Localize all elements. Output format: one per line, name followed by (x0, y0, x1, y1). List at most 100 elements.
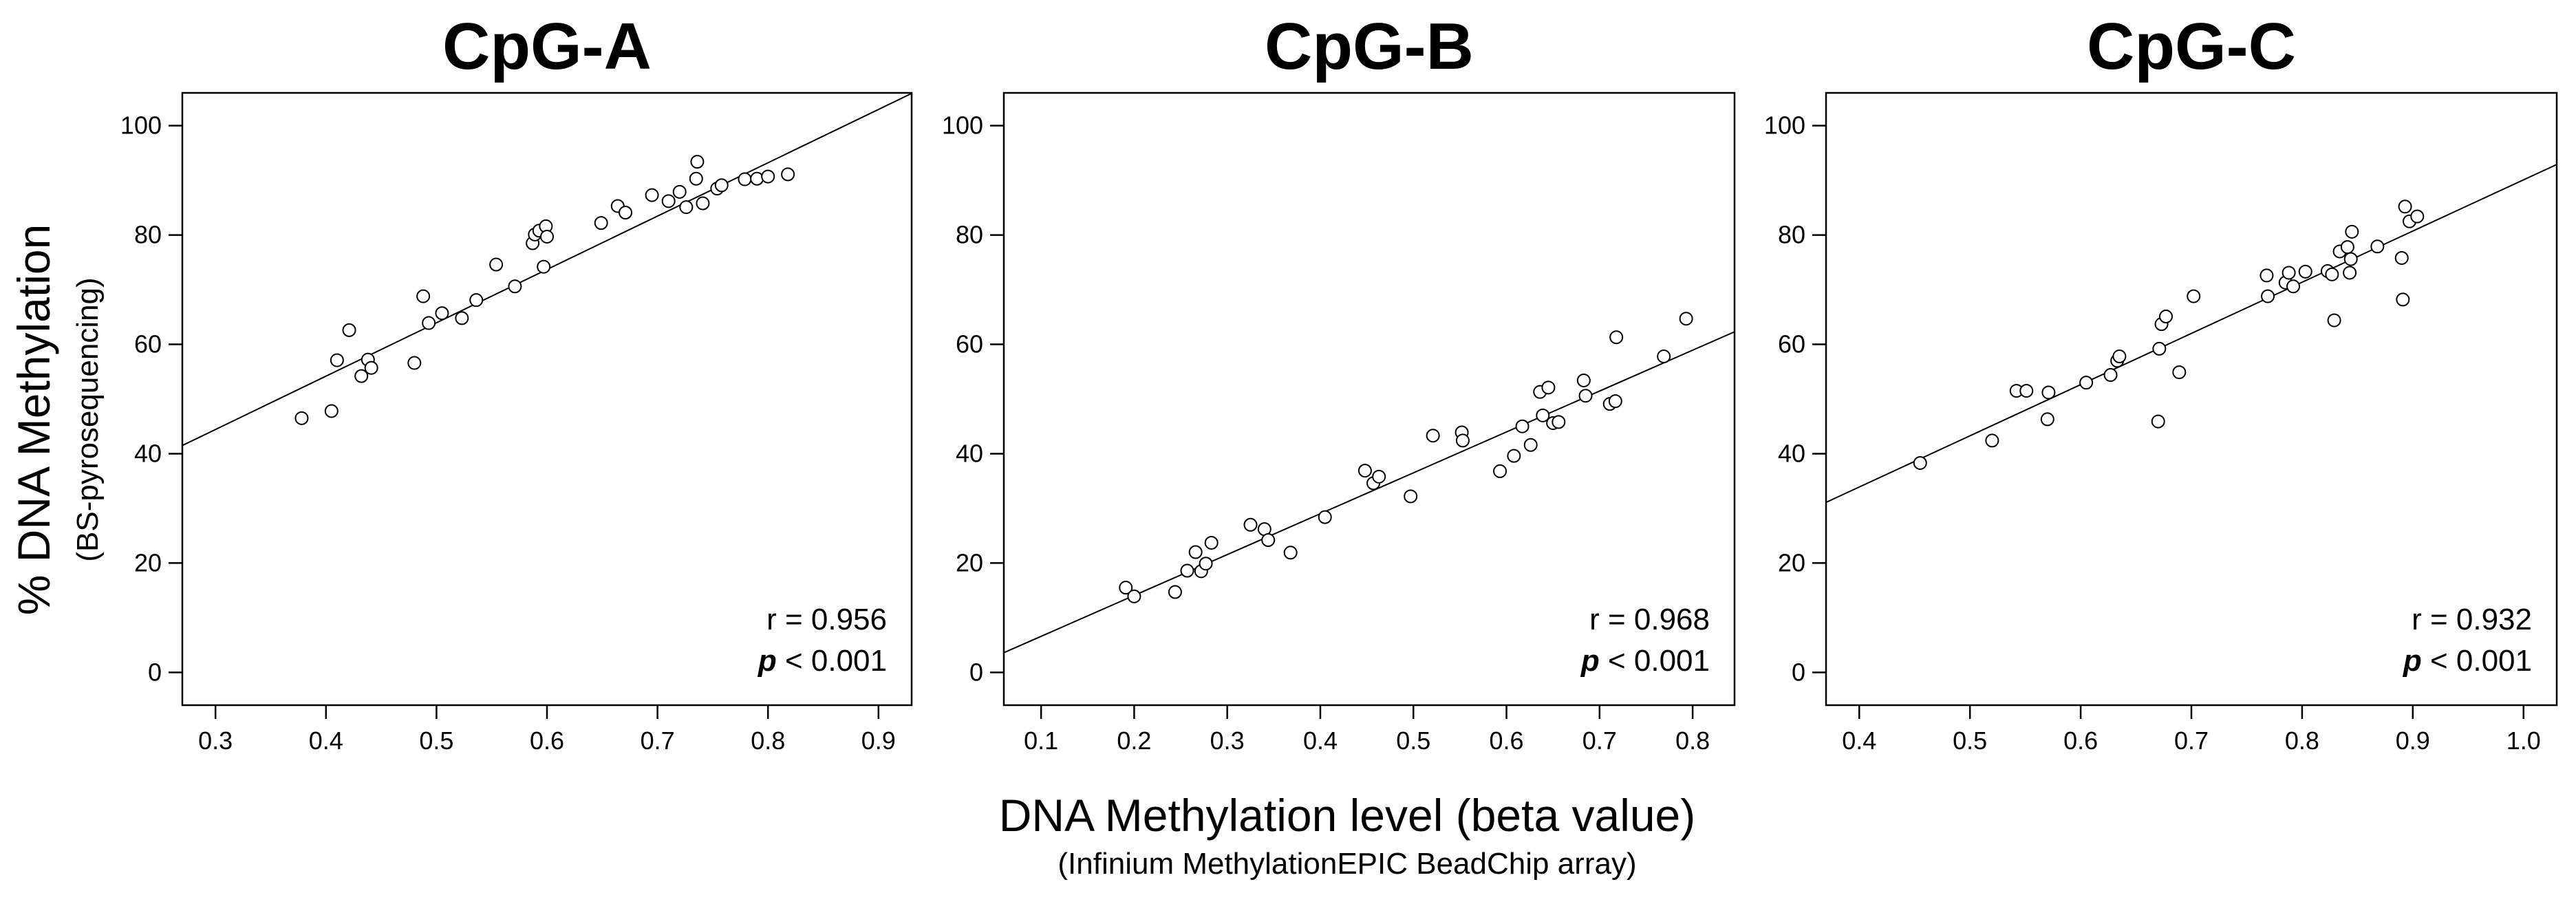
cpg-a-data-point (750, 171, 764, 186)
cpg-b-xtick-label: 0.4 (1303, 727, 1338, 755)
cpg-b-title: CpG-B (1265, 10, 1474, 83)
cpg-b-data-point (1609, 330, 1624, 345)
cpg-b-data-point (1657, 349, 1671, 364)
cpg-b-data-point (1199, 557, 1213, 571)
cpg-a-p-threshold: < 0.001 (777, 644, 887, 678)
x-axis-label: DNA Methylation level (beta value) (999, 790, 1696, 841)
cpg-b-data-point (1372, 469, 1386, 484)
cpg-c-data-point (2103, 368, 2118, 383)
cpg-c-data-point (2151, 414, 2165, 429)
cpg-a-data-point (508, 279, 522, 294)
cpg-b-data-point (1318, 510, 1332, 524)
cpg-b-xtick-label: 0.6 (1490, 727, 1524, 755)
cpg-b-data-point (1541, 380, 1556, 395)
cpg-c-regression-line (1826, 164, 2557, 504)
cpg-a-ytick-label: 20 (134, 548, 162, 577)
cpg-b-data-point (1536, 408, 1550, 422)
cpg-a-title: CpG-A (442, 10, 652, 83)
cpg-b-data-point (1515, 419, 1530, 433)
cpg-c-r-value: r = 0.932 (2412, 603, 2532, 636)
cpg-c-data-point (2345, 224, 2359, 239)
cpg-a-data-point (354, 369, 369, 383)
cpg-c-data-point (2079, 376, 2094, 390)
cpg-a-data-point (645, 188, 659, 202)
cpg-a-data-point (689, 171, 703, 186)
cpg-a-xtick-label: 0.7 (641, 727, 675, 755)
y-axis-label: % DNA Methylation (8, 224, 59, 616)
cpg-b-data-point (1261, 533, 1276, 548)
cpg-c-p-threshold: < 0.001 (2422, 644, 2532, 678)
cpg-b-data-point (1507, 449, 1521, 463)
cpg-c-data-point (2327, 313, 2341, 327)
cpg-a-data-point (738, 172, 752, 186)
cpg-a-data-point (294, 411, 309, 425)
cpg-c-xtick-label: 0.8 (2285, 727, 2319, 755)
cpg-c-data-point (2152, 341, 2167, 356)
cpg-a-data-point (690, 155, 705, 169)
cpg-c-xtick-label: 0.5 (1953, 727, 1987, 755)
cpg-a-xtick-label: 0.9 (861, 727, 896, 755)
cpg-c-data-point (1913, 455, 1927, 470)
cpg-b-p-value: p < 0.001 (1580, 644, 1710, 678)
cpg-b-data-point (1552, 415, 1566, 429)
cpg-c-data-point (2343, 266, 2357, 280)
cpg-a-data-point (679, 200, 694, 215)
cpg-b-p-threshold: < 0.001 (1600, 644, 1710, 678)
cpg-b-ytick-label: 0 (969, 658, 983, 686)
cpg-b-ytick-label: 60 (956, 330, 983, 358)
cpg-b-r-value: r = 0.968 (1589, 603, 1710, 636)
cpg-a-data-point (781, 167, 795, 182)
cpg-a-xtick-label: 0.6 (530, 727, 564, 755)
cpg-b-data-point (1493, 464, 1507, 478)
cpg-a-data-point (324, 404, 339, 418)
cpg-c-panel: CpG-C 0 20 40 60 80 100 0.4 0.5 0.6 0.7 0.8 0.9 1.0 r … (1764, 10, 2558, 755)
cpg-b-data-point (1127, 589, 1141, 603)
cpg-c-xtick-label: 0.4 (1842, 727, 1876, 755)
cpg-a-data-point (672, 184, 687, 199)
cpg-b-ytick-label: 20 (956, 548, 983, 577)
cpg-c-ytick-label: 0 (1792, 658, 1805, 686)
cpg-c-xtick-label: 0.7 (2174, 727, 2209, 755)
cpg-b-data-point (1188, 545, 1203, 559)
cpg-c-data-point (2410, 209, 2425, 224)
cpg-c-ytick-label: 40 (1778, 439, 1805, 467)
cpg-c-p-symbol: p (2403, 644, 2422, 678)
cpg-c-data-point (2394, 250, 2409, 265)
cpg-a-xtick-label: 0.5 (419, 727, 453, 755)
cpg-c-data-point (2325, 267, 2339, 281)
cpg-c-data-point (2282, 266, 2296, 280)
cpg-b-data-point (1243, 517, 1258, 532)
cpg-a-data-point (619, 206, 633, 220)
cpg-c-xtick-label: 0.9 (2396, 727, 2430, 755)
cpg-b-xtick-label: 0.8 (1675, 727, 1710, 755)
cpg-b-ytick-label: 40 (956, 439, 983, 467)
cpg-c-data-point (2040, 412, 2054, 427)
cpg-c-xtick-label: 1.0 (2507, 727, 2541, 755)
cpg-a-data-point (416, 289, 431, 303)
cpg-c-data-point (2261, 289, 2275, 303)
cpg-c-data-point (2260, 268, 2274, 283)
cpg-c-data-point (2340, 240, 2354, 255)
cpg-a-ytick-label: 100 (120, 111, 162, 140)
y-axis-sublabel: (BS-pyrosequencing) (71, 277, 105, 561)
cpg-a-p-value: p < 0.001 (758, 644, 887, 678)
cpg-c-data-point (2370, 239, 2385, 254)
cpg-b-data-point (1608, 394, 1622, 409)
cpg-a-data-point (761, 169, 775, 184)
cpg-a-data-point (661, 194, 676, 208)
cpg-c-xtick-label: 0.6 (2063, 727, 2098, 755)
cpg-b-data-point (1168, 585, 1182, 599)
cpg-a-p-symbol: p (758, 644, 777, 678)
cpg-c-data-point (2041, 385, 2056, 400)
cpg-c-data-point (2172, 365, 2187, 380)
cpg-a-data-point (537, 259, 551, 274)
cpg-a-data-point (594, 216, 608, 230)
cpg-a-data-point (364, 360, 378, 375)
cpg-a-data-point (330, 353, 344, 367)
cpg-b-data-point (1283, 546, 1298, 560)
cpg-b-data-point (1578, 389, 1593, 403)
cpg-a-data-point (422, 316, 436, 330)
cpg-b-p-symbol: p (1580, 644, 1600, 678)
cpg-c-data-point (2298, 264, 2312, 279)
